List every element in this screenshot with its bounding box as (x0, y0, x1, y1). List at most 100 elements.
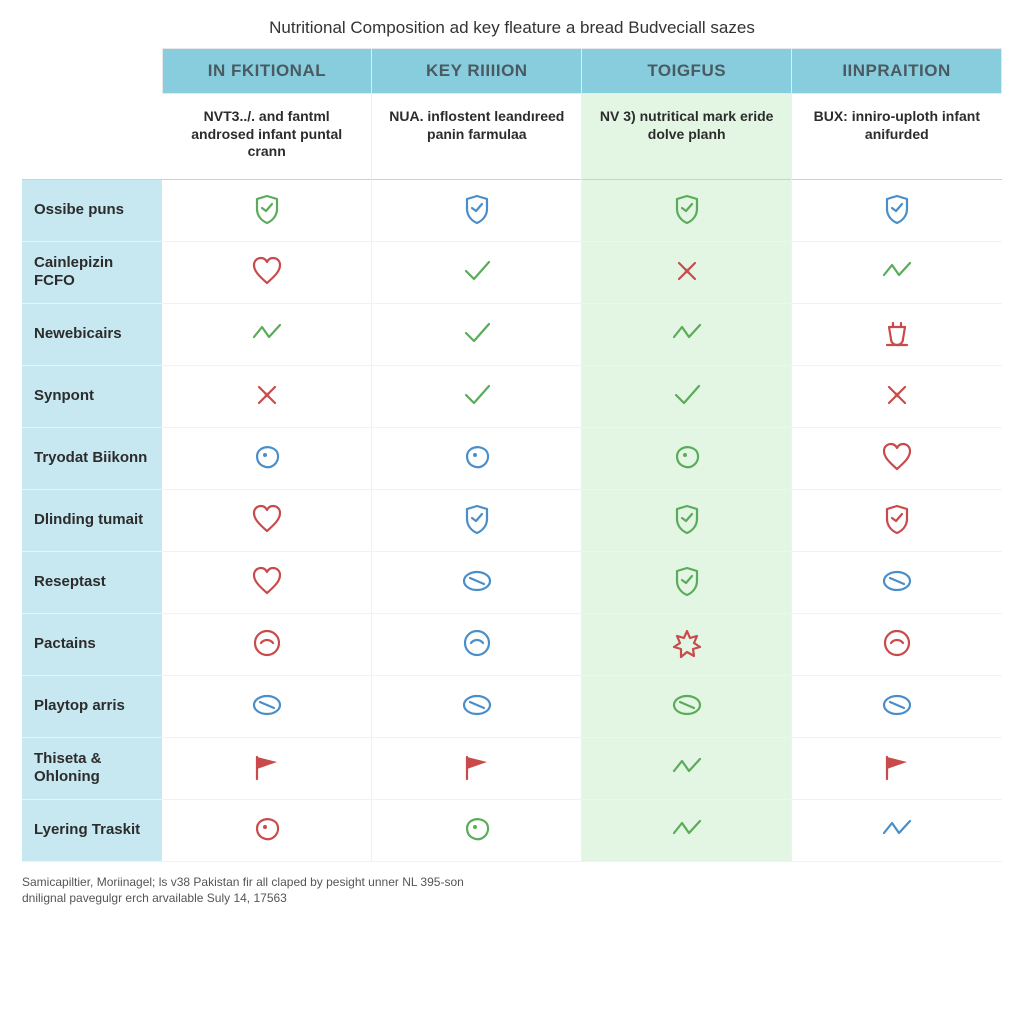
check-icon (457, 313, 497, 353)
feature-cell (372, 303, 582, 365)
flag-icon (247, 747, 287, 787)
feature-cell (792, 303, 1002, 365)
row-label: Reseptast (22, 551, 162, 613)
shield-icon (247, 189, 287, 229)
col-header-3: IINPRAITION (792, 49, 1002, 94)
comparison-table: IN FKITIONAL KEY RIIIION TOIGFUS IINPRAI… (22, 48, 1002, 862)
feature-cell (372, 675, 582, 737)
feature-cell (162, 737, 372, 799)
page-title: Nutritional Composition ad key fleature … (22, 18, 1002, 38)
feature-cell (582, 179, 792, 241)
feature-cell (582, 489, 792, 551)
feature-cell (372, 489, 582, 551)
table-row: Tryodat Biikonn (22, 427, 1002, 489)
feature-cell (792, 737, 1002, 799)
flag-icon (877, 747, 917, 787)
category-header-row: IN FKITIONAL KEY RIIIION TOIGFUS IINPRAI… (22, 49, 1002, 94)
heart-icon (247, 561, 287, 601)
table-row: Reseptast (22, 551, 1002, 613)
table-row: Newebicairs (22, 303, 1002, 365)
shield-icon (667, 499, 707, 539)
subheader-row: NVT3../. and fantml androsed infant punt… (22, 94, 1002, 180)
table-row: Thiseta & Ohloning (22, 737, 1002, 799)
feature-cell (372, 737, 582, 799)
feature-cell (372, 613, 582, 675)
feature-cell (792, 427, 1002, 489)
feature-cell (582, 675, 792, 737)
feature-cell (582, 241, 792, 303)
zig-icon (877, 251, 917, 291)
zig-icon (667, 313, 707, 353)
feature-cell (372, 551, 582, 613)
pill-icon (877, 685, 917, 725)
zig-icon (877, 809, 917, 849)
pill-icon (877, 561, 917, 601)
table-row: Lyering Traskit (22, 799, 1002, 861)
col-subhead-0: NVT3../. and fantml androsed infant punt… (162, 94, 372, 180)
col-subhead-2: NV 3) nutritical mark eride dolve planh (582, 94, 792, 180)
table-row: Playtop arris (22, 675, 1002, 737)
check-icon (667, 375, 707, 415)
footnote-line-1: Samicapiltier, Moriinagel; ls v38 Pakist… (22, 875, 464, 889)
feature-cell (372, 241, 582, 303)
comparison-table-container: Nutritional Composition ad key fleature … (0, 0, 1024, 916)
feature-cell (582, 551, 792, 613)
feature-cell (582, 303, 792, 365)
col-header-2: TOIGFUS (582, 49, 792, 94)
row-label: Lyering Traskit (22, 799, 162, 861)
feature-cell (792, 675, 1002, 737)
shield-icon (667, 561, 707, 601)
feature-cell (372, 365, 582, 427)
row-label: Dlinding tumait (22, 489, 162, 551)
table-row: Pactains (22, 613, 1002, 675)
col-subhead-3: BUX: inniro-uploth infant anifurded (792, 94, 1002, 180)
corner-cell (22, 49, 162, 94)
feature-cell (162, 365, 372, 427)
feature-cell (792, 551, 1002, 613)
feature-cell (162, 799, 372, 861)
flag-icon (457, 747, 497, 787)
feature-cell (792, 179, 1002, 241)
table-row: Cainlepizin FCFO (22, 241, 1002, 303)
footnote: Samicapiltier, Moriinagel; ls v38 Pakist… (22, 874, 1002, 906)
blob-icon (247, 809, 287, 849)
row-label: Synpont (22, 365, 162, 427)
feature-cell (162, 179, 372, 241)
feature-cell (162, 303, 372, 365)
blob-icon (667, 437, 707, 477)
row-label: Ossibe puns (22, 179, 162, 241)
feature-cell (162, 489, 372, 551)
feature-cell (372, 427, 582, 489)
feature-cell (792, 365, 1002, 427)
heart-icon (247, 499, 287, 539)
circ-icon (877, 623, 917, 663)
feature-cell (162, 427, 372, 489)
row-label: Cainlepizin FCFO (22, 241, 162, 303)
footnote-line-2: dnilignal pavegulgr erch arvailable Suly… (22, 891, 287, 905)
pill-icon (247, 685, 287, 725)
shield-icon (457, 189, 497, 229)
feature-cell (582, 737, 792, 799)
table-row: Dlinding tumait (22, 489, 1002, 551)
zig-icon (247, 313, 287, 353)
subhead-spacer (22, 94, 162, 180)
pill-icon (457, 561, 497, 601)
table-row: Ossibe puns (22, 179, 1002, 241)
row-label: Newebicairs (22, 303, 162, 365)
blob-icon (457, 809, 497, 849)
feature-cell (792, 241, 1002, 303)
shield-icon (877, 189, 917, 229)
zig-icon (667, 747, 707, 787)
col-header-1: KEY RIIIION (372, 49, 582, 94)
feature-cell (372, 179, 582, 241)
cross-icon (877, 375, 917, 415)
pill-icon (667, 685, 707, 725)
feature-cell (792, 799, 1002, 861)
table-body: Ossibe punsCainlepizin FCFONewebicairsSy… (22, 179, 1002, 861)
zig-icon (667, 809, 707, 849)
col-header-0: IN FKITIONAL (162, 49, 372, 94)
shield-icon (877, 499, 917, 539)
check-icon (457, 375, 497, 415)
feature-cell (162, 675, 372, 737)
cup-icon (877, 313, 917, 353)
